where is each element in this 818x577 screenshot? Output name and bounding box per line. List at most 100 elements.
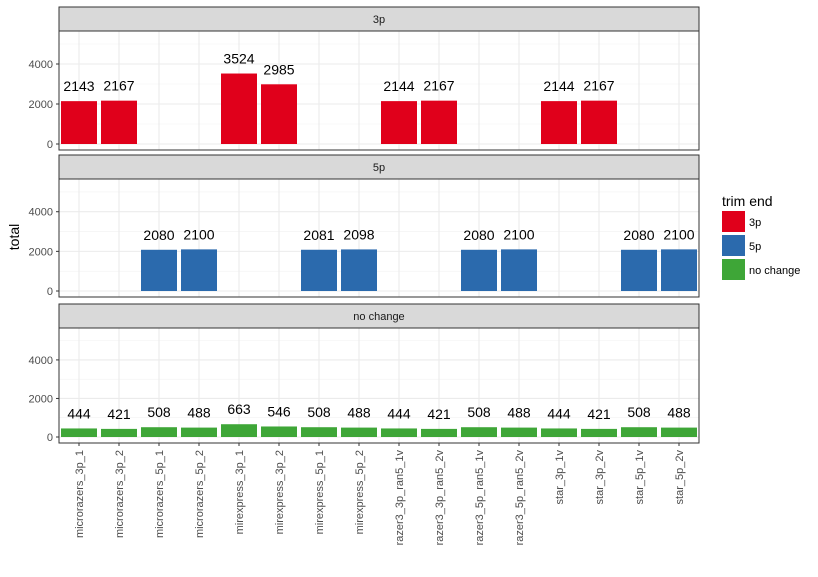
bar-no-change-razer3-5p-ran5-2v: [501, 427, 537, 437]
y-axis-title: total: [6, 224, 22, 250]
x-tick-label-razer3-3p-ran5-1v: razer3_3p_ran5_1v: [394, 450, 406, 546]
bar-3p-star-3p-1v: [541, 101, 577, 144]
x-tick-label-mirexpress-5p-1: mirexpress_5p_1: [314, 450, 326, 534]
bar-3p-mirexpress-3p-2: [261, 84, 297, 144]
data-label-5p-star-5p-2v: 2100: [663, 226, 694, 242]
x-tick-label-mirexpress-5p-2: mirexpress_5p_2: [354, 450, 366, 534]
x-tick-label-mirexpress-3p-1: mirexpress_3p_1: [234, 450, 246, 534]
bar-3p-mirexpress-3p-1: [221, 73, 257, 144]
panel-background-no-change: [59, 328, 699, 443]
legend-title: trim end: [722, 193, 773, 209]
bar-5p-microrazers-5p-2: [181, 249, 217, 291]
bar-3p-microrazers-3p-1: [61, 101, 97, 144]
data-label-3p-star-3p-2v: 2167: [583, 78, 614, 94]
bar-5p-mirexpress-5p-2: [341, 249, 377, 291]
y-tick-label: 2000: [29, 393, 53, 405]
data-label-3p-microrazers-3p-2: 2167: [103, 78, 134, 94]
x-tick-label-microrazers-3p-2: microrazers_3p_2: [114, 450, 126, 538]
bar-no-change-star-5p-2v: [661, 427, 697, 437]
bar-no-change-mirexpress-3p-1: [221, 424, 257, 437]
data-label-no-change-microrazers-5p-1: 508: [147, 404, 171, 420]
bar-no-change-microrazers-3p-1: [61, 428, 97, 437]
bar-5p-microrazers-5p-1: [141, 249, 177, 291]
y-tick-label: 2000: [29, 99, 53, 111]
facet-strip-label-3p: 3p: [373, 14, 385, 26]
facet-strip-no-change: [58, 303, 700, 329]
data-label-no-change-star-5p-1v: 508: [627, 404, 651, 420]
y-tick-label: 4000: [29, 355, 53, 367]
bar-no-change-razer3-5p-ran5-1v: [461, 427, 497, 437]
data-label-5p-razer3-5p-ran5-1v: 2080: [463, 227, 494, 243]
bar-5p-razer3-5p-ran5-1v: [461, 249, 497, 291]
data-label-no-change-mirexpress-3p-1: 663: [227, 401, 251, 417]
data-label-3p-mirexpress-3p-2: 2985: [263, 61, 294, 77]
legend-label-3p: 3p: [749, 217, 761, 229]
data-label-3p-razer3-3p-ran5-2v: 2167: [423, 78, 454, 94]
bar-5p-mirexpress-5p-1: [301, 249, 337, 291]
bar-no-change-star-3p-1v: [541, 428, 577, 437]
y-tick-label: 4000: [29, 59, 53, 71]
bar-5p-star-5p-2v: [661, 249, 697, 291]
bar-5p-star-5p-1v: [621, 249, 657, 291]
data-label-no-change-microrazers-5p-2: 488: [187, 405, 211, 421]
y-tick-label: 0: [47, 432, 53, 444]
facet-strip-label-5p: 5p: [373, 162, 385, 174]
x-tick-label-star-3p-2v: star_3p_2v: [594, 450, 606, 505]
y-tick-label: 0: [47, 139, 53, 151]
bar-no-change-mirexpress-5p-1: [301, 427, 337, 437]
data-label-3p-star-3p-1v: 2144: [543, 78, 574, 94]
bar-no-change-mirexpress-3p-2: [261, 426, 297, 437]
legend-label-no-change: no change: [749, 265, 800, 277]
y-tick-label: 4000: [29, 207, 53, 219]
data-label-no-change-mirexpress-3p-2: 546: [267, 403, 291, 419]
data-label-3p-microrazers-3p-1: 2143: [63, 78, 94, 94]
data-label-no-change-razer3-5p-ran5-2v: 488: [507, 405, 531, 421]
facet-strip-label-no-change: no change: [353, 311, 404, 323]
data-label-no-change-star-3p-2v: 421: [587, 406, 611, 422]
data-label-5p-microrazers-5p-1: 2080: [143, 227, 174, 243]
y-tick-label: 2000: [29, 246, 53, 258]
data-label-5p-microrazers-5p-2: 2100: [183, 226, 214, 242]
bar-3p-star-3p-2v: [581, 100, 617, 144]
x-tick-label-star-3p-1v: star_3p_1v: [554, 450, 566, 505]
x-tick-label-star-5p-2v: star_5p_2v: [674, 450, 686, 505]
bar-no-change-microrazers-5p-1: [141, 427, 177, 437]
data-label-5p-mirexpress-5p-2: 2098: [343, 226, 374, 242]
legend-label-5p: 5p: [749, 241, 761, 253]
data-label-5p-razer3-5p-ran5-2v: 2100: [503, 226, 534, 242]
data-label-no-change-mirexpress-5p-2: 488: [347, 405, 371, 421]
data-label-no-change-razer3-3p-ran5-2v: 421: [427, 406, 451, 422]
legend-key-3p: [722, 211, 745, 232]
x-tick-label-microrazers-3p-1: microrazers_3p_1: [74, 450, 86, 538]
panel-border-5p: [58, 178, 700, 298]
bar-no-change-microrazers-5p-2: [181, 427, 217, 437]
data-label-no-change-microrazers-3p-2: 421: [107, 406, 131, 422]
data-label-no-change-razer3-3p-ran5-1v: 444: [387, 405, 411, 421]
data-label-no-change-microrazers-3p-1: 444: [67, 405, 91, 421]
legend-key-5p: [722, 235, 745, 256]
data-label-3p-mirexpress-3p-1: 3524: [223, 51, 254, 67]
x-tick-label-microrazers-5p-1: microrazers_5p_1: [154, 450, 166, 538]
data-label-no-change-mirexpress-5p-1: 508: [307, 404, 331, 420]
bar-no-change-mirexpress-5p-2: [341, 427, 377, 437]
data-label-5p-mirexpress-5p-1: 2081: [303, 227, 334, 243]
bar-no-change-star-5p-1v: [621, 427, 657, 437]
data-label-no-change-star-5p-2v: 488: [667, 405, 691, 421]
bar-no-change-microrazers-3p-2: [101, 428, 137, 437]
x-tick-label-star-5p-1v: star_5p_1v: [634, 450, 646, 505]
data-label-5p-star-5p-1v: 2080: [623, 227, 654, 243]
bar-no-change-razer3-3p-ran5-1v: [381, 428, 417, 437]
panel-border-3p: [58, 30, 700, 151]
panel-border-no-change: [58, 327, 700, 444]
x-tick-label-razer3-3p-ran5-2v: razer3_3p_ran5_2v: [434, 450, 446, 546]
bar-5p-razer3-5p-ran5-2v: [501, 249, 537, 291]
bar-no-change-star-3p-2v: [581, 428, 617, 437]
data-label-no-change-star-3p-1v: 444: [547, 405, 571, 421]
facet-strip-3p: [58, 6, 700, 32]
data-label-3p-razer3-3p-ran5-1v: 2144: [383, 78, 414, 94]
y-tick-label: 0: [47, 286, 53, 298]
bar-3p-razer3-3p-ran5-1v: [381, 101, 417, 144]
x-tick-label-microrazers-5p-2: microrazers_5p_2: [194, 450, 206, 538]
